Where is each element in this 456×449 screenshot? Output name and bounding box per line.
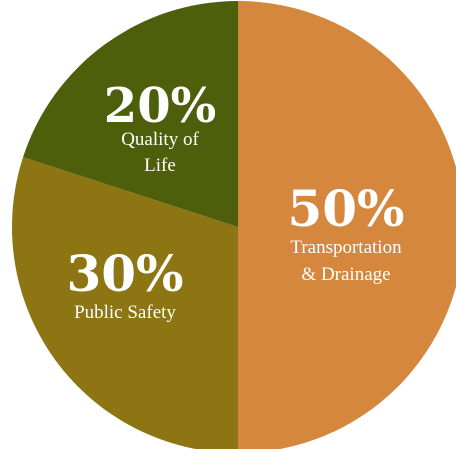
slice-percent-label: 20% <box>104 78 216 134</box>
slice-percent-label: 30% <box>66 244 183 303</box>
slice-category-label: Public Safety <box>74 302 176 323</box>
pie-slices <box>12 1 456 449</box>
pie-slice <box>12 157 238 449</box>
pie-slice <box>23 1 239 227</box>
slice-percent-label: 50% <box>287 179 404 238</box>
slice-category-label: Transportation <box>290 237 402 258</box>
slice-category-label: Quality of <box>121 129 199 150</box>
pie-labels: 50%Transportation & Drainage 30%Public Saf… <box>66 78 404 323</box>
slice-category-label: & Drainage <box>301 264 390 285</box>
pie-slice <box>238 1 456 449</box>
slice-category-label: Life <box>144 155 176 176</box>
